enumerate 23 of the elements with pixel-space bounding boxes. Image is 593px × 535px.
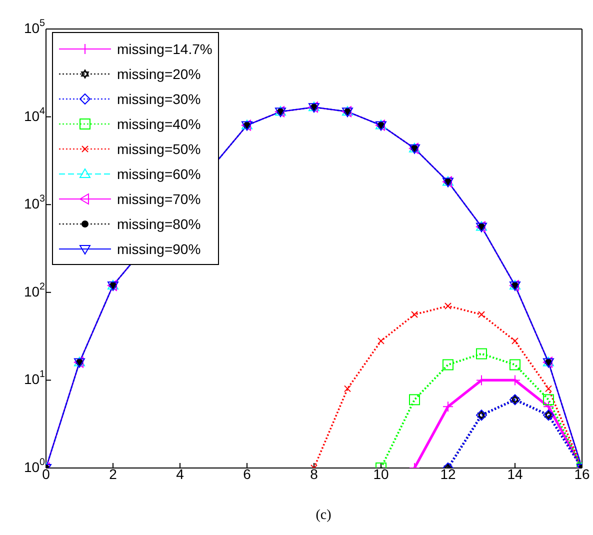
legend-label: missing=40% [117,116,201,132]
x-tick-label: 10 [373,466,389,482]
y-tick-label: 10$^{4}$ [24,106,46,124]
x-tick-label: 12 [440,466,456,482]
x-tick-label: 4 [176,466,184,482]
text: (c) [314,508,332,524]
y-tick-label: 10$^{2}$ [24,281,45,300]
y-tick-label: 10$^{3}$ [24,194,46,212]
legend-label: missing=60% [117,166,201,182]
y-tick-label: 10$^{5}$ [24,18,46,36]
legend-label: missing=90% [117,240,201,256]
legend-label: missing=30% [117,90,201,106]
x-tick-label: 16 [574,466,590,482]
x-tick-label: 6 [243,466,252,482]
y-tick-label: 10$^{1}$ [24,369,45,387]
x-tick-label: 8 [310,466,318,482]
x-tick-label: 2 [109,466,118,482]
legend-label: missing=20% [117,66,201,82]
legend-label: missing=70% [117,190,201,206]
legend-label: missing=14.7% [117,40,212,56]
legend-label: missing=50% [117,140,201,156]
legend-label: missing=80% [117,216,201,232]
x-tick-label: 14 [507,466,523,482]
